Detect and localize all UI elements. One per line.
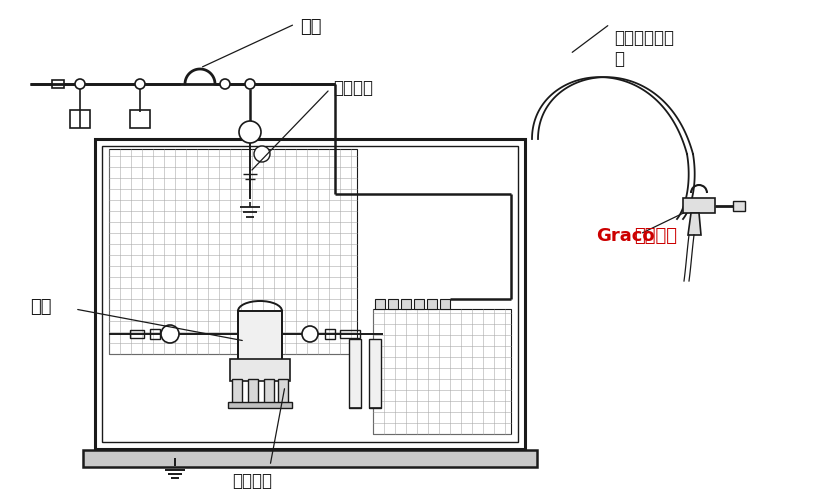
Polygon shape [688, 213, 701, 235]
Bar [733, 201, 745, 211]
Bar [83, 450, 537, 467]
Text: 供料: 供料 [30, 298, 52, 316]
Circle shape [302, 326, 318, 342]
Bar [52, 80, 64, 88]
Text: 静电喷枪: 静电喷枪 [634, 227, 677, 245]
Bar [109, 149, 357, 354]
Bar [414, 299, 424, 309]
Bar [388, 299, 398, 309]
Bar [238, 311, 282, 361]
Bar [130, 110, 150, 128]
Bar [325, 329, 335, 339]
Bar [349, 339, 361, 408]
Text: Graco: Graco [596, 227, 654, 245]
Circle shape [135, 79, 145, 89]
Circle shape [239, 121, 261, 143]
Text: 导电性空气软
管: 导电性空气软 管 [614, 29, 674, 68]
Circle shape [220, 79, 230, 89]
Bar [248, 379, 258, 404]
Bar [230, 359, 290, 381]
Bar [401, 299, 411, 309]
Circle shape [75, 79, 85, 89]
Bar [340, 330, 360, 338]
Text: 接地导线: 接地导线 [333, 79, 373, 97]
Bar [102, 146, 518, 442]
Bar [427, 299, 437, 309]
Bar [228, 402, 292, 408]
Bar [278, 379, 288, 404]
Bar [130, 330, 144, 338]
Bar [369, 339, 381, 408]
Text: 供气: 供气 [300, 18, 322, 36]
Bar [95, 139, 525, 449]
Circle shape [245, 79, 255, 89]
Bar [375, 299, 385, 309]
Bar [373, 309, 511, 434]
Bar [264, 379, 274, 404]
Circle shape [161, 325, 179, 343]
Bar [232, 379, 242, 404]
Bar [683, 198, 715, 213]
Bar [150, 329, 160, 339]
Circle shape [254, 146, 270, 162]
Text: 电压控制: 电压控制 [232, 472, 272, 490]
Bar [70, 110, 90, 128]
Bar [440, 299, 450, 309]
